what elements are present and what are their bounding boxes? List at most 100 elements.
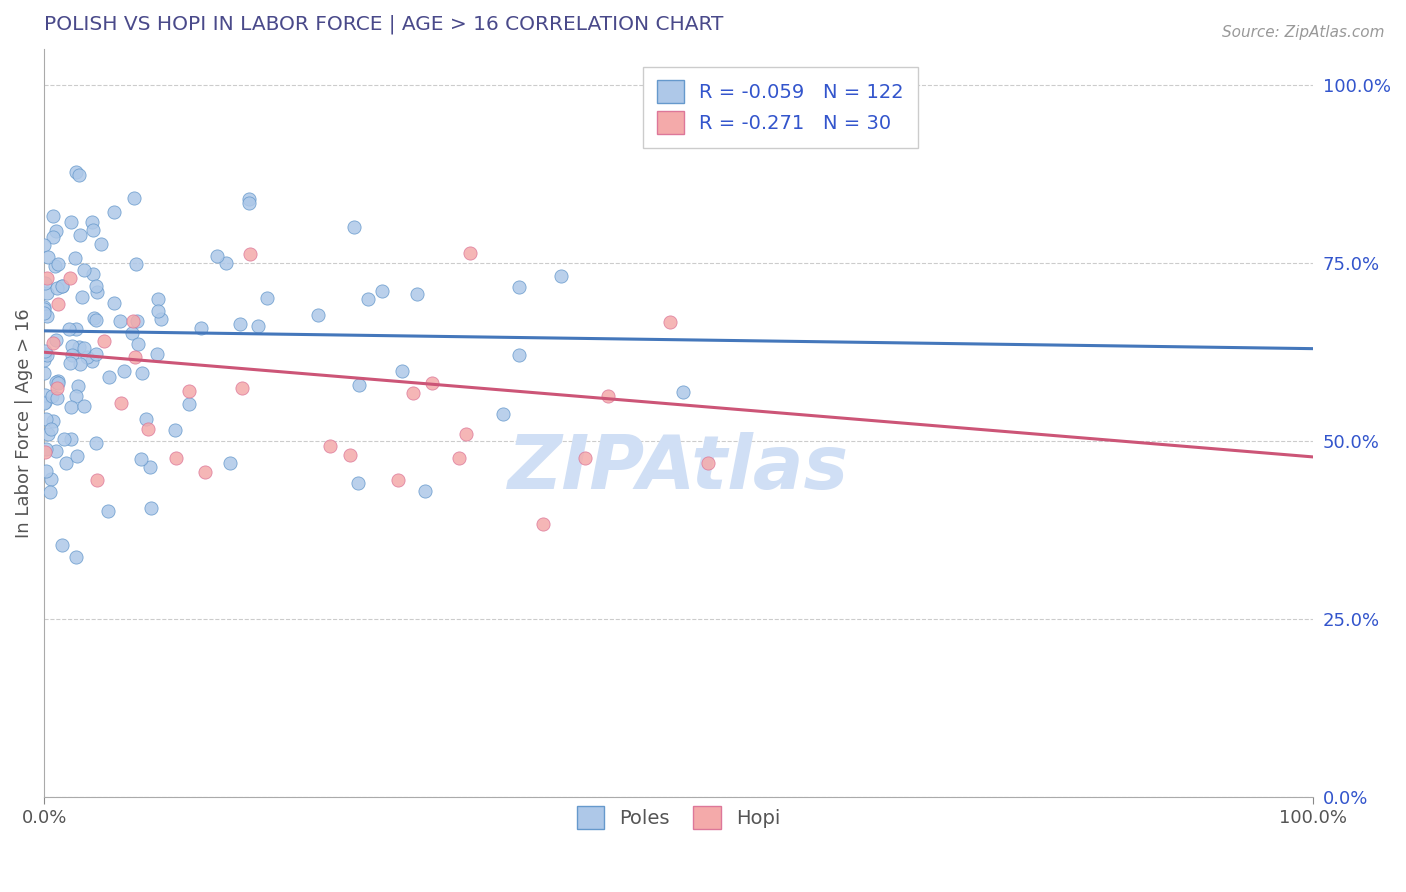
- Point: [215, 256, 238, 270]
- Point: [58, 321, 80, 335]
- Point: [671, 70, 693, 85]
- Point: [387, 473, 409, 487]
- Point: [460, 246, 482, 260]
- Point: [84, 347, 107, 361]
- Point: [41, 335, 63, 350]
- Point: [103, 295, 125, 310]
- Point: [76, 350, 98, 364]
- Point: [34, 442, 56, 457]
- Point: [46, 374, 69, 388]
- Point: [37, 250, 59, 264]
- Point: [32, 300, 55, 314]
- Point: [112, 364, 135, 378]
- Point: [32, 366, 55, 380]
- Point: [122, 191, 145, 205]
- Point: [574, 450, 596, 465]
- Point: [86, 473, 108, 487]
- Point: [550, 268, 572, 283]
- Point: [84, 279, 107, 293]
- Point: [65, 549, 87, 564]
- Point: [51, 538, 73, 552]
- Point: [59, 271, 82, 285]
- Point: [37, 427, 59, 442]
- Point: [84, 435, 107, 450]
- Point: [97, 370, 120, 384]
- Point: [238, 192, 260, 206]
- Point: [239, 246, 262, 260]
- Point: [34, 411, 56, 425]
- Point: [34, 347, 56, 361]
- Point: [51, 278, 73, 293]
- Point: [46, 391, 69, 405]
- Point: [46, 297, 69, 311]
- Point: [343, 219, 366, 234]
- Point: [194, 465, 217, 479]
- Point: [34, 238, 56, 252]
- Point: [596, 389, 619, 403]
- Point: [60, 215, 83, 229]
- Point: [531, 517, 554, 532]
- Point: [165, 423, 187, 437]
- Point: [659, 315, 682, 329]
- Point: [45, 333, 67, 347]
- Point: [42, 209, 65, 223]
- Point: [121, 326, 143, 340]
- Point: [696, 456, 718, 470]
- Point: [141, 500, 163, 515]
- Point: [165, 451, 187, 466]
- Point: [73, 399, 96, 413]
- Point: [67, 340, 90, 354]
- Point: [86, 285, 108, 299]
- Point: [42, 414, 65, 428]
- Point: [93, 334, 115, 349]
- Point: [146, 347, 169, 361]
- Point: [190, 320, 212, 334]
- Point: [45, 444, 67, 458]
- Point: [67, 168, 90, 182]
- Point: [307, 308, 329, 322]
- Text: Source: ZipAtlas.com: Source: ZipAtlas.com: [1222, 25, 1385, 40]
- Point: [146, 292, 169, 306]
- Point: [39, 472, 62, 486]
- Point: [35, 309, 58, 323]
- Point: [37, 348, 59, 362]
- Point: [53, 433, 76, 447]
- Y-axis label: In Labor Force | Age > 16: In Labor Force | Age > 16: [15, 309, 32, 538]
- Point: [229, 317, 252, 331]
- Point: [347, 476, 370, 491]
- Point: [65, 322, 87, 336]
- Point: [60, 348, 83, 362]
- Point: [65, 388, 87, 402]
- Point: [150, 312, 173, 326]
- Point: [508, 348, 530, 362]
- Point: [131, 367, 153, 381]
- Point: [51, 278, 73, 293]
- Point: [127, 337, 149, 351]
- Point: [42, 230, 65, 244]
- Point: [58, 356, 80, 370]
- Point: [391, 364, 413, 378]
- Point: [73, 262, 96, 277]
- Point: [46, 281, 69, 295]
- Point: [82, 268, 104, 282]
- Point: [449, 451, 471, 466]
- Point: [103, 204, 125, 219]
- Point: [34, 395, 56, 409]
- Point: [73, 341, 96, 355]
- Legend: Poles, Hopi: Poles, Hopi: [569, 798, 789, 837]
- Point: [347, 378, 370, 392]
- Point: [420, 376, 443, 390]
- Point: [80, 354, 103, 368]
- Point: [32, 353, 55, 368]
- Point: [59, 432, 82, 446]
- Point: [44, 259, 66, 273]
- Point: [135, 412, 157, 426]
- Point: [46, 257, 69, 271]
- Point: [90, 237, 112, 252]
- Point: [46, 376, 69, 391]
- Point: [34, 394, 56, 409]
- Point: [456, 426, 478, 441]
- Point: [401, 385, 423, 400]
- Point: [110, 396, 132, 410]
- Point: [41, 389, 63, 403]
